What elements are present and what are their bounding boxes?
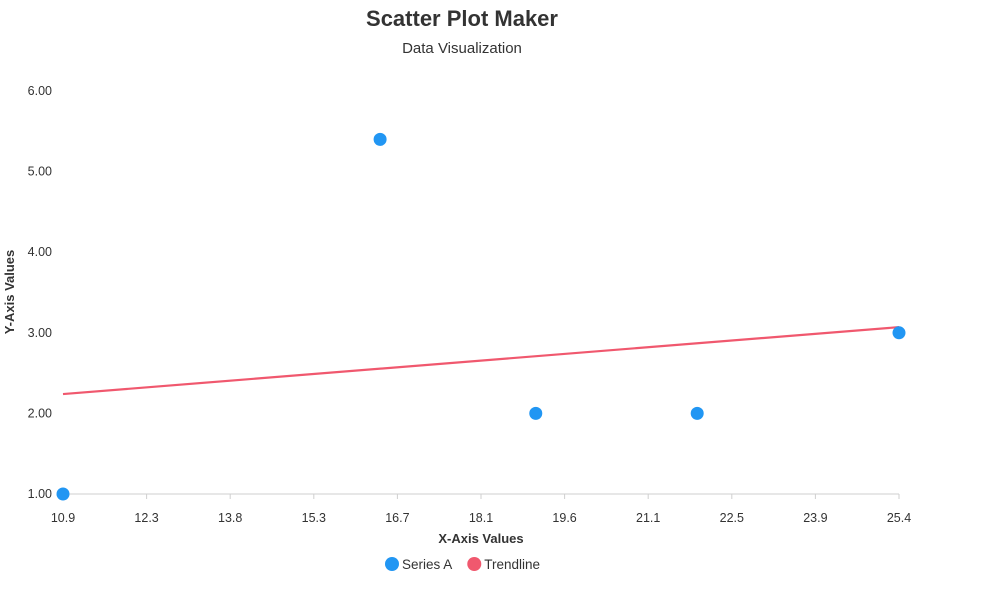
x-tick-label: 19.6 [552, 511, 576, 525]
y-tick-label: 6.00 [28, 84, 52, 98]
x-tick-label: 16.7 [385, 511, 409, 525]
x-tick-label: 18.1 [469, 511, 493, 525]
data-point[interactable] [529, 406, 543, 420]
x-tick-label: 23.9 [803, 511, 827, 525]
legend-label[interactable]: Trendline [484, 557, 540, 572]
data-point[interactable] [373, 132, 387, 146]
data-point[interactable] [56, 487, 70, 501]
y-axis-ticks: 1.00 2.00 3.00 4.00 5.00 6.00 [28, 84, 52, 501]
x-axis-title: X-Axis Values [438, 531, 523, 546]
y-tick-label: 4.00 [28, 245, 52, 259]
data-point[interactable] [892, 326, 906, 340]
x-tick-label: 13.8 [218, 511, 242, 525]
x-tick-label: 22.5 [720, 511, 744, 525]
chart-title: Scatter Plot Maker [366, 6, 558, 31]
legend-series-marker [385, 557, 399, 571]
chart-legend: Series A Trendline [385, 557, 540, 572]
x-tick-label: 21.1 [636, 511, 660, 525]
y-tick-label: 1.00 [28, 487, 52, 501]
trendline [62, 326, 900, 396]
plot-area [56, 132, 906, 501]
chart-subtitle: Data Visualization [402, 40, 522, 57]
y-tick-label: 2.00 [28, 406, 52, 420]
x-tick-label: 25.4 [887, 511, 911, 525]
y-tick-label: 3.00 [28, 326, 52, 340]
y-tick-label: 5.00 [28, 165, 52, 179]
x-tick-label: 15.3 [302, 511, 326, 525]
x-axis-ticks: 10.9 12.3 13.8 15.3 16.7 18.1 19.6 21.1 22.5 23.9… [51, 494, 911, 525]
x-tick-label: 12.3 [134, 511, 158, 525]
legend-label[interactable]: Series A [402, 557, 452, 572]
legend-trendline-marker [467, 557, 482, 571]
y-axis-title: Y-Axis Values [2, 250, 17, 335]
x-tick-label: 10.9 [51, 511, 75, 525]
data-point[interactable] [690, 406, 704, 420]
